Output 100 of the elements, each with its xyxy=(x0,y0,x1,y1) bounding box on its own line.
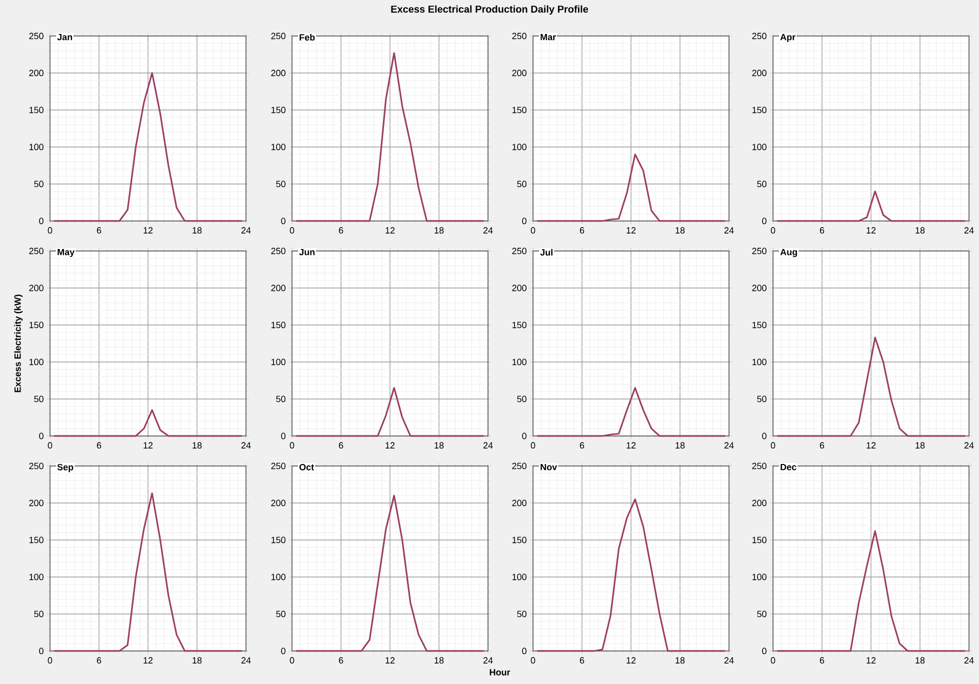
y-tick-label: 100 xyxy=(752,358,766,366)
y-tick-label: 0 xyxy=(39,648,44,654)
x-tick-label: 0 xyxy=(770,657,776,664)
x-tick-label: 6 xyxy=(338,442,344,449)
x-tick-label: 24 xyxy=(483,227,493,234)
x-tick-label: 0 xyxy=(530,657,536,664)
x-tick-label: 18 xyxy=(916,442,925,449)
x-tick-label: 24 xyxy=(964,657,974,664)
chart-title: Jan xyxy=(57,34,72,40)
x-tick-label: 0 xyxy=(530,227,536,234)
x-tick-label: 24 xyxy=(724,442,734,448)
y-tick-label: 200 xyxy=(752,70,766,76)
x-tick-label: 18 xyxy=(192,227,202,234)
y-tick-label: 50 xyxy=(276,180,286,188)
x-tick-label: 0 xyxy=(770,227,776,234)
y-axis-title: Excess Electricity (kW) xyxy=(14,294,23,392)
x-tick-label: 0 xyxy=(290,657,294,664)
x-tick-label: 12 xyxy=(866,657,876,664)
chart-title: Dec xyxy=(780,464,796,470)
y-tick-label: 100 xyxy=(29,574,44,580)
x-tick-label: 12 xyxy=(386,657,395,664)
chart-title: Mar xyxy=(540,34,556,40)
x-tick-label: 12 xyxy=(386,442,395,448)
x-tick-label: 12 xyxy=(626,442,636,448)
x-tick-label: 18 xyxy=(676,442,685,449)
text: Excess Electrical Production Daily Profile xyxy=(391,5,588,15)
y-tick-label: 0 xyxy=(522,218,526,224)
y-tick-label: 50 xyxy=(517,180,526,188)
x-tick-label: 12 xyxy=(144,657,153,664)
y-tick-label: 0 xyxy=(762,218,766,224)
x-tick-label: 24 xyxy=(241,227,251,234)
x-tick-label: 6 xyxy=(580,227,584,234)
chart-title: Jul xyxy=(540,248,552,256)
y-tick-label: 150 xyxy=(752,106,766,114)
y-tick-label: 100 xyxy=(271,574,286,580)
x-tick-label: 0 xyxy=(48,442,52,449)
x-tick-label: 12 xyxy=(626,657,636,664)
x-tick-label: 0 xyxy=(48,227,52,234)
y-tick-label: 150 xyxy=(512,536,526,544)
y-tick-label: 150 xyxy=(271,106,286,114)
y-tick-label: 150 xyxy=(29,106,44,114)
y-tick-label: 150 xyxy=(752,322,766,328)
y-tick-label: 100 xyxy=(29,144,44,150)
x-tick-label: 6 xyxy=(820,657,824,664)
chart-title: Feb xyxy=(300,34,315,41)
y-tick-label: 150 xyxy=(271,322,286,328)
x-tick-label: 24 xyxy=(241,657,251,664)
x-tick-label: 18 xyxy=(676,657,685,664)
y-tick-label: 50 xyxy=(34,180,44,188)
x-tick-label: 12 xyxy=(386,227,395,234)
y-tick-label: 250 xyxy=(29,248,44,254)
x-tick-label: 0 xyxy=(530,442,536,449)
y-tick-label: 250 xyxy=(271,248,286,254)
x-tick-label: 18 xyxy=(434,227,444,234)
y-tick-label: 200 xyxy=(271,70,286,76)
y-tick-label: 0 xyxy=(762,432,766,440)
y-tick-label: 200 xyxy=(512,70,526,76)
x-tick-label: 6 xyxy=(580,442,584,449)
x-tick-label: 0 xyxy=(770,442,776,449)
x-tick-label: 24 xyxy=(483,657,493,664)
x-tick-label: 18 xyxy=(434,657,444,664)
y-tick-label: 150 xyxy=(29,322,44,328)
y-tick-label: 100 xyxy=(512,574,526,580)
y-tick-label: 250 xyxy=(29,462,44,470)
y-tick-label: 100 xyxy=(752,574,766,580)
y-tick-label: 50 xyxy=(276,610,286,618)
y-tick-label: 200 xyxy=(512,284,526,292)
x-tick-label: 12 xyxy=(866,442,876,448)
y-tick-label: 250 xyxy=(752,248,766,254)
x-tick-label: 18 xyxy=(676,227,685,234)
x-tick-label: 6 xyxy=(338,657,344,664)
x-tick-label: 6 xyxy=(580,657,584,664)
y-tick-label: 100 xyxy=(29,358,44,366)
y-tick-label: 50 xyxy=(517,610,526,618)
y-tick-label: 200 xyxy=(752,500,766,506)
x-tick-label: 24 xyxy=(724,657,734,664)
y-tick-label: 150 xyxy=(512,322,526,328)
y-tick-label: 250 xyxy=(29,32,44,40)
y-tick-label: 0 xyxy=(762,648,766,654)
x-tick-label: 0 xyxy=(290,227,294,234)
y-tick-label: 150 xyxy=(512,106,526,114)
y-tick-label: 250 xyxy=(512,32,526,40)
y-tick-label: 250 xyxy=(512,462,526,470)
x-tick-label: 24 xyxy=(964,227,974,234)
y-tick-label: 100 xyxy=(512,358,526,366)
y-tick-label: 100 xyxy=(512,144,526,150)
x-tick-label: 12 xyxy=(866,227,876,234)
x-tick-label: 0 xyxy=(48,657,52,664)
x-tick-label: 0 xyxy=(290,442,294,449)
x-tick-label: 6 xyxy=(96,657,102,664)
x-tick-label: 18 xyxy=(192,442,202,449)
y-tick-label: 0 xyxy=(281,648,286,654)
y-tick-label: 200 xyxy=(752,284,766,292)
y-tick-label: 50 xyxy=(757,396,766,402)
chart-title: Jun xyxy=(299,248,315,256)
x-tick-label: 12 xyxy=(626,227,636,234)
y-tick-label: 0 xyxy=(281,218,286,224)
y-tick-label: 250 xyxy=(271,32,286,40)
y-tick-label: 0 xyxy=(522,648,526,654)
y-tick-label: 200 xyxy=(29,284,44,292)
